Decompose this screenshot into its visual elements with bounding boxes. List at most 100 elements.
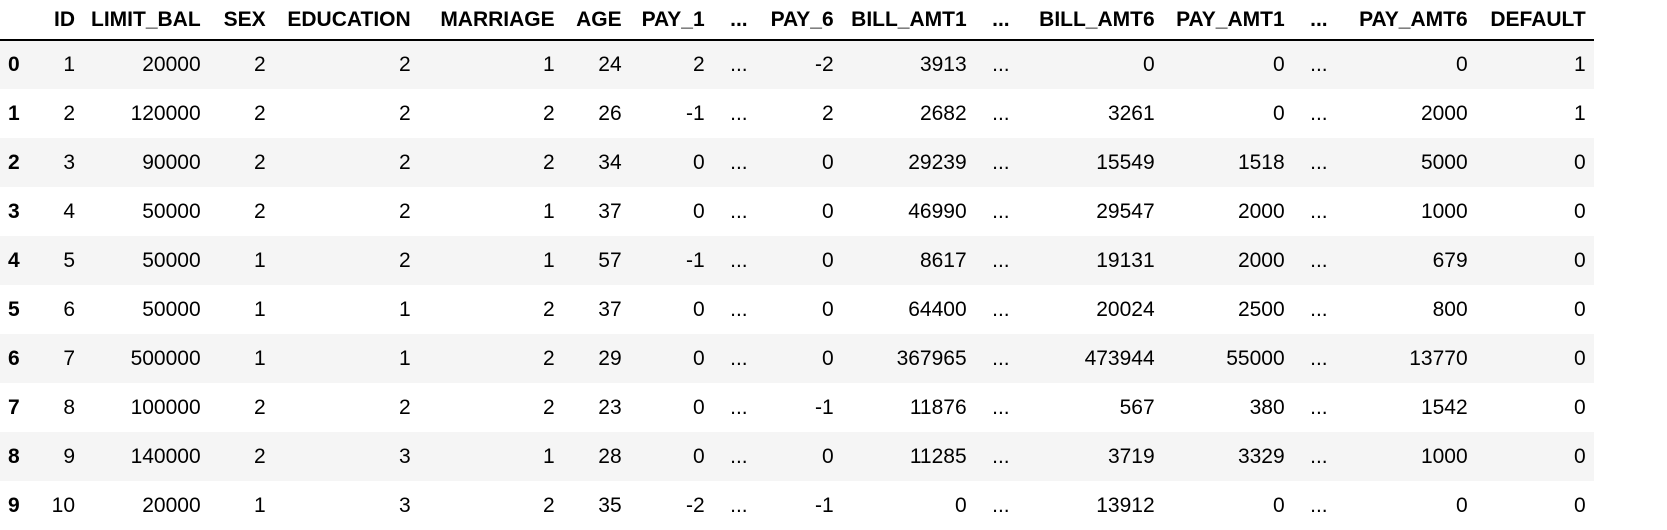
cell-id: 5	[63, 248, 75, 272]
cell-limit-bal: 100000	[130, 395, 201, 419]
cell-limit-bal: 500000	[130, 346, 201, 370]
cell-bill-amt1: 0	[954, 493, 967, 517]
cell-id: 2	[63, 101, 75, 125]
cell-pay-1: 0	[692, 346, 705, 370]
cell-marriage: 2	[542, 297, 555, 321]
cell-default: 0	[1573, 395, 1586, 419]
ellipsis-cell: ...	[992, 395, 1010, 419]
cell-education: 1	[398, 346, 411, 370]
cell-bill-amt1: 29239	[908, 150, 967, 174]
ellipsis-cell: ...	[1310, 101, 1328, 125]
cell-default: 0	[1573, 493, 1586, 517]
table-row: 5 6 50000 1 1 2 37 0... 0 64400... 20024 2500... 800…	[0, 285, 1594, 334]
cell-default: 0	[1573, 199, 1586, 223]
cell-sex: 2	[253, 444, 266, 468]
cell-pay-amt1: 3329	[1237, 444, 1285, 468]
cell-pay-6: -2	[814, 53, 834, 76]
cell-pay-amt1: 0	[1272, 493, 1285, 517]
ellipsis-cell: ...	[1310, 493, 1328, 517]
ellipsis-cell: ...	[730, 199, 748, 223]
cell-marriage: 2	[542, 395, 555, 419]
column-header-marriage: MARRIAGE	[418, 0, 563, 41]
column-header-ell1: ...	[712, 0, 756, 41]
column-header-pay-amt6: PAY_AMT6	[1335, 0, 1476, 41]
row-index: 6	[8, 346, 20, 370]
ellipsis-cell: ...	[992, 53, 1010, 76]
column-header-ell3: ...	[1292, 0, 1336, 41]
cell-pay-6: 0	[821, 248, 834, 272]
table-body: 0 1 20000 2 2 1 24 2... -2 3913... 0 0... 0 1 1 2 120000…	[0, 40, 1594, 530]
ellipsis-cell: ...	[730, 150, 748, 174]
ellipsis-cell: ...	[1310, 199, 1328, 223]
cell-age: 37	[598, 199, 622, 223]
ellipsis-cell: ...	[992, 297, 1010, 321]
cell-id: 7	[63, 346, 75, 370]
ellipsis-cell: ...	[1310, 395, 1328, 419]
cell-education: 2	[398, 53, 411, 76]
cell-bill-amt6: 29547	[1096, 199, 1155, 223]
cell-pay-1: 0	[692, 297, 705, 321]
cell-pay-amt6: 13770	[1409, 346, 1468, 370]
cell-sex: 2	[253, 53, 266, 76]
cell-sex: 1	[253, 493, 266, 517]
cell-pay-amt1: 2000	[1237, 199, 1285, 223]
cell-pay-6: -1	[814, 493, 834, 517]
cell-pay-1: 0	[692, 444, 705, 468]
ellipsis-cell: ...	[1310, 53, 1328, 76]
cell-id: 4	[63, 199, 75, 223]
cell-bill-amt6: 3719	[1107, 444, 1155, 468]
cell-bill-amt6: 20024	[1096, 297, 1155, 321]
cell-id: 1	[63, 53, 75, 76]
cell-pay-1: 0	[692, 150, 705, 174]
cell-pay-amt6: 1000	[1420, 444, 1468, 468]
cell-age: 57	[598, 248, 622, 272]
column-header-pay-1: PAY_1	[629, 0, 713, 41]
cell-age: 24	[598, 53, 622, 76]
cell-age: 28	[598, 444, 622, 468]
cell-education: 2	[398, 150, 411, 174]
ellipsis-cell: ...	[1310, 297, 1328, 321]
row-index: 1	[8, 101, 20, 125]
cell-sex: 1	[253, 346, 266, 370]
column-header-sex: SEX	[208, 0, 274, 41]
ellipsis-cell: ...	[992, 444, 1010, 468]
cell-pay-1: -2	[685, 493, 705, 517]
cell-pay-6: -1	[814, 395, 834, 419]
cell-bill-amt1: 2682	[919, 101, 967, 125]
cell-id: 6	[63, 297, 75, 321]
row-index: 9	[8, 493, 20, 517]
row-index: 4	[8, 248, 20, 272]
cell-education: 3	[398, 493, 411, 517]
column-header-bill-amt6: BILL_AMT6	[1017, 0, 1163, 41]
ellipsis-cell: ...	[992, 493, 1010, 517]
cell-pay-amt1: 55000	[1226, 346, 1285, 370]
cell-marriage: 1	[542, 248, 555, 272]
cell-id: 9	[63, 444, 75, 468]
cell-limit-bal: 120000	[130, 101, 201, 125]
cell-pay-amt1: 380	[1249, 395, 1285, 419]
cell-pay-amt1: 0	[1272, 53, 1285, 76]
ellipsis-cell: ...	[730, 297, 748, 321]
ellipsis-cell: ...	[730, 444, 748, 468]
cell-pay-1: -1	[685, 101, 705, 125]
cell-pay-6: 0	[821, 199, 834, 223]
column-header-ell2: ...	[974, 0, 1018, 41]
cell-limit-bal: 20000	[142, 493, 201, 517]
cell-bill-amt1: 367965	[896, 346, 967, 370]
row-index: 5	[8, 297, 20, 321]
cell-marriage: 2	[542, 150, 555, 174]
table-row: 0 1 20000 2 2 1 24 2... -2 3913... 0 0... 0 1	[0, 40, 1594, 89]
cell-pay-6: 0	[821, 444, 834, 468]
cell-limit-bal: 90000	[142, 150, 201, 174]
cell-pay-amt1: 0	[1272, 101, 1285, 125]
cell-pay-6: 0	[821, 297, 834, 321]
cell-bill-amt1: 64400	[908, 297, 967, 321]
column-header-bill-amt1: BILL_AMT1	[841, 0, 975, 41]
cell-default: 1	[1573, 101, 1586, 125]
row-index: 8	[8, 444, 20, 468]
cell-limit-bal: 50000	[142, 248, 201, 272]
cell-pay-amt1: 1518	[1237, 150, 1285, 174]
cell-bill-amt1: 46990	[908, 199, 967, 223]
ellipsis-cell: ...	[1310, 150, 1328, 174]
cell-default: 1	[1573, 53, 1586, 76]
